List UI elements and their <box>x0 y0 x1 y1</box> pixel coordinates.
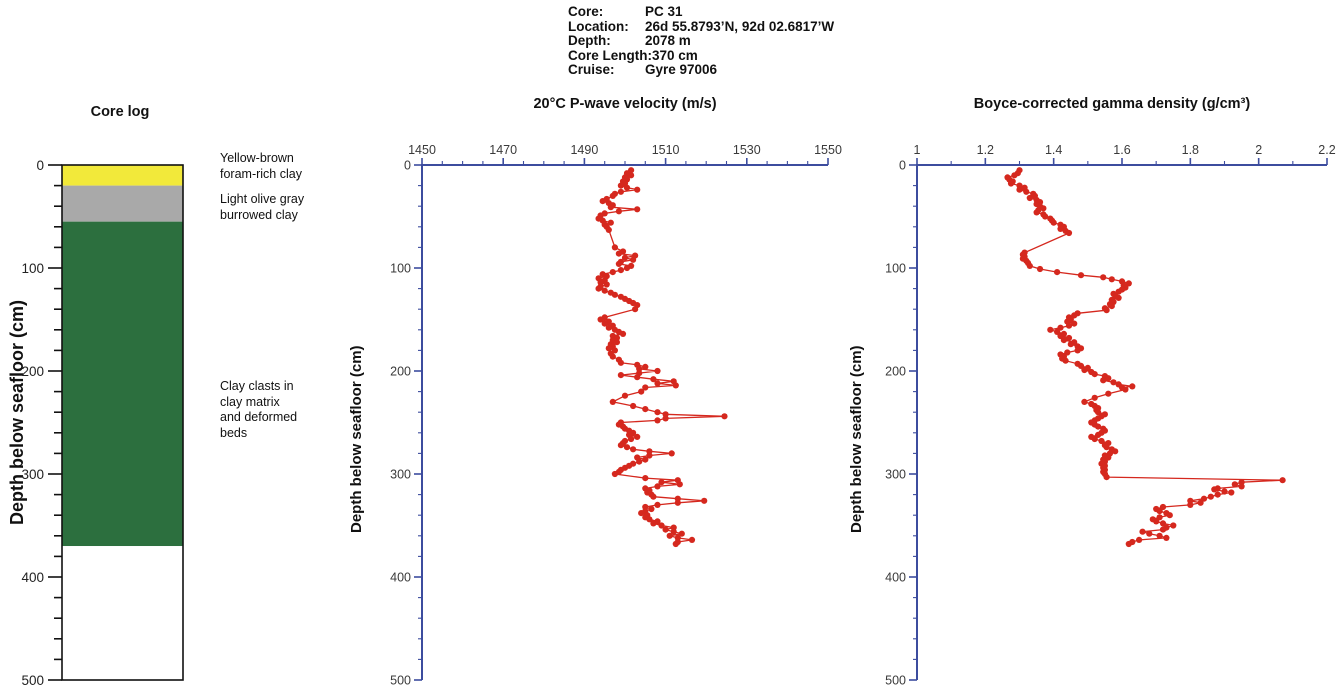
svg-text:1530: 1530 <box>733 143 761 157</box>
svg-text:1490: 1490 <box>570 143 598 157</box>
core-info-row: Depth: 2078 m <box>568 34 834 49</box>
svg-text:100: 100 <box>885 262 906 276</box>
svg-text:400: 400 <box>390 571 411 585</box>
svg-text:1.2: 1.2 <box>977 143 994 157</box>
svg-text:200: 200 <box>21 364 44 379</box>
svg-text:1450: 1450 <box>408 143 436 157</box>
svg-text:300: 300 <box>390 468 411 482</box>
core-info-value: 26d 55.8793’N, 92d 02.6817’W <box>645 18 835 34</box>
svg-text:400: 400 <box>21 570 44 585</box>
svg-text:100: 100 <box>21 261 44 276</box>
svg-text:300: 300 <box>885 468 906 482</box>
core-info-value: Gyre 97006 <box>645 62 718 78</box>
svg-text:2: 2 <box>1255 143 1262 157</box>
core-log-title: Core log <box>90 104 150 120</box>
core-info-value: PC 31 <box>645 4 683 19</box>
svg-text:1.6: 1.6 <box>1113 143 1130 157</box>
svg-text:0: 0 <box>899 159 906 173</box>
svg-text:0: 0 <box>404 159 411 173</box>
core-info-value: 370 cm <box>652 47 698 63</box>
svg-text:1550: 1550 <box>814 143 842 157</box>
svg-text:500: 500 <box>21 673 44 688</box>
svg-text:2.2: 2.2 <box>1318 143 1335 157</box>
svg-text:1470: 1470 <box>489 143 517 157</box>
lithology-label-foram-clay: Yellow-brown foram-rich clay <box>220 151 302 181</box>
svg-text:100: 100 <box>390 262 411 276</box>
svg-text:500: 500 <box>885 674 906 688</box>
svg-text:200: 200 <box>885 365 906 379</box>
svg-text:0: 0 <box>36 158 44 173</box>
core-info-row: Core Length: 370 cm <box>568 47 834 64</box>
core-info-label: Location: <box>568 18 629 34</box>
core-info-row: Location: 26d 55.8793’N, 92d 02.6817’W <box>568 18 835 35</box>
core-info-block: Core: PC 31 Location: 26d 55.8793’N, 92d… <box>568 4 835 78</box>
svg-text:500: 500 <box>390 674 411 688</box>
core-info-label: Depth: <box>568 33 611 49</box>
core-info-value: 2078 m <box>645 33 691 49</box>
core-info-label: Core Length: <box>568 47 652 63</box>
core-info-row: Cruise: Gyre 97006 <box>568 63 834 78</box>
lithology-label-clay-clasts: Clay clasts in clay matrix and deformed … <box>220 379 298 440</box>
svg-text:200: 200 <box>390 365 411 379</box>
core-info-row: Core: PC 31 <box>568 4 834 20</box>
svg-text:1.8: 1.8 <box>1182 143 1199 157</box>
density-plot-title: Boyce-corrected gamma density (g/cm³) <box>973 96 1251 112</box>
svg-text:1.4: 1.4 <box>1045 143 1062 157</box>
core-info-label: Cruise: <box>568 62 615 78</box>
svg-text:300: 300 <box>21 467 44 482</box>
svg-text:1510: 1510 <box>652 143 680 157</box>
core-info-label: Core: <box>568 4 604 19</box>
svg-text:1: 1 <box>914 143 921 157</box>
svg-text:400: 400 <box>885 571 906 585</box>
lithology-label-olive-gray-clay: Light olive gray burrowed clay <box>220 192 305 222</box>
pwave-plot-title: 20°C P-wave velocity (m/s) <box>533 96 717 112</box>
